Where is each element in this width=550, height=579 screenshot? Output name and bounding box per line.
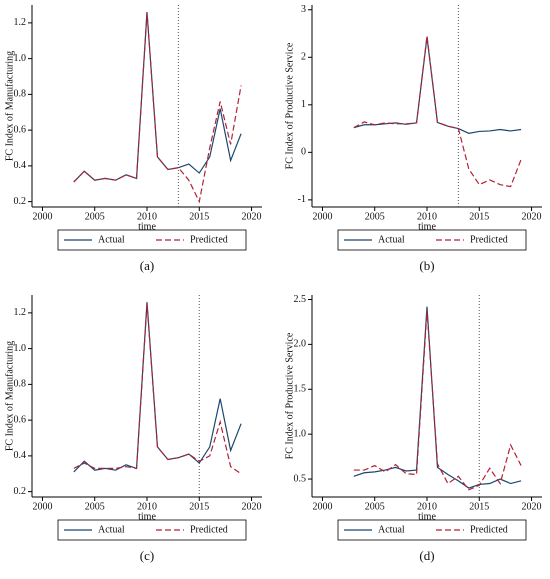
series-line — [73, 12, 242, 183]
legend-label: Actual — [98, 524, 125, 535]
y-tick-label: 3 — [301, 4, 306, 15]
legend: Actual Predicted — [337, 229, 527, 251]
panel-caption: (a) — [140, 258, 154, 273]
x-tick-label: 2020 — [242, 501, 262, 512]
series-line — [353, 35, 522, 188]
y-tick-label: 1 — [301, 99, 306, 110]
panel: 0.2 0.4 0.6 0.8 1.0 1.2 2000 2005 2010 2015 2020 ti… — [4, 295, 262, 563]
y-tick-label: 0.5 — [294, 473, 307, 484]
legend-label: Predicted — [190, 524, 228, 535]
legend-label: Predicted — [470, 234, 508, 245]
panel: 0.2 0.4 0.6 0.8 1.0 1.2 2000 2005 2010 2015 2020 ti… — [4, 5, 262, 273]
series-line — [353, 306, 522, 489]
y-axis-label: FC Index of Manufacturing — [4, 341, 15, 451]
y-axis-label: FC Index of Manufacturing — [4, 51, 15, 161]
y-tick-label: 0.6 — [14, 124, 27, 135]
panel-caption: (c) — [140, 548, 154, 563]
legend: Actual Predicted — [57, 229, 247, 251]
x-tick-label: 2015 — [469, 501, 489, 512]
legend: Actual Predicted — [57, 519, 247, 541]
x-axis-label: time — [418, 511, 436, 522]
y-tick-label: 0.4 — [14, 160, 27, 171]
y-tick-label: 1.2 — [14, 17, 27, 28]
y-tick-label: 2.5 — [294, 294, 307, 305]
legend-label: Actual — [378, 234, 405, 245]
y-tick-label: 0.2 — [14, 196, 27, 207]
series-line — [353, 310, 522, 491]
y-tick-label: 0.6 — [14, 414, 27, 425]
y-tick-label: 1.0 — [14, 53, 27, 64]
legend-box — [337, 519, 527, 541]
x-tick-label: 2005 — [365, 501, 385, 512]
x-tick-label: 2000 — [312, 501, 332, 512]
legend-label: Actual — [98, 234, 125, 245]
x-tick-label: 2000 — [32, 501, 52, 512]
x-tick-label: 2000 — [32, 211, 52, 222]
legend-box — [337, 229, 527, 251]
y-tick-label: 2 — [301, 52, 306, 63]
series-line — [73, 303, 242, 475]
y-tick-label: 0.4 — [14, 450, 27, 461]
x-axis-label: time — [418, 221, 436, 232]
y-tick-label: 1.2 — [14, 307, 27, 318]
x-tick-label: 2015 — [469, 211, 489, 222]
y-axis-label: FC Index of Productive Service — [284, 42, 295, 169]
panel: 0.5 1.0 1.5 2.0 2.5 2000 2005 2010 2015 2020 time F… — [284, 294, 542, 563]
y-tick-label: 0.8 — [14, 89, 27, 100]
panel-caption: (d) — [419, 548, 434, 563]
x-tick-label: 2010 — [137, 211, 157, 222]
legend-box — [57, 229, 247, 251]
x-tick-label: 2010 — [137, 501, 157, 512]
y-tick-label: 1.0 — [294, 428, 307, 439]
legend-label: Predicted — [470, 524, 508, 535]
series-line — [73, 12, 242, 204]
x-tick-label: 2020 — [522, 211, 542, 222]
x-tick-label: 2010 — [417, 501, 437, 512]
panel: -1 0 1 2 3 2000 2005 2010 2015 2020 time FC Index o… — [284, 4, 542, 273]
legend-label: Predicted — [190, 234, 228, 245]
x-tick-label: 2015 — [189, 501, 209, 512]
y-tick-label: -1 — [298, 194, 306, 205]
x-tick-label: 2005 — [365, 211, 385, 222]
x-axis-label: time — [138, 221, 156, 232]
y-tick-label: 0.8 — [14, 379, 27, 390]
y-tick-label: 2.0 — [294, 339, 307, 350]
legend-label: Actual — [378, 524, 405, 535]
legend: Actual Predicted — [337, 519, 527, 541]
x-tick-label: 2020 — [242, 211, 262, 222]
x-tick-label: 2015 — [189, 211, 209, 222]
y-tick-label: 0.2 — [14, 486, 27, 497]
x-tick-label: 2020 — [522, 501, 542, 512]
x-tick-label: 2010 — [417, 211, 437, 222]
y-tick-label: 1.0 — [14, 343, 27, 354]
y-tick-label: 0 — [301, 147, 306, 158]
y-tick-label: 1.5 — [294, 384, 307, 395]
x-tick-label: 2005 — [85, 211, 105, 222]
x-tick-label: 2000 — [312, 211, 332, 222]
panel-caption: (b) — [419, 258, 434, 273]
legend-box — [57, 519, 247, 541]
x-axis-label: time — [138, 511, 156, 522]
y-axis-label: FC Index of Productive Service — [284, 332, 295, 459]
x-tick-label: 2005 — [85, 501, 105, 512]
